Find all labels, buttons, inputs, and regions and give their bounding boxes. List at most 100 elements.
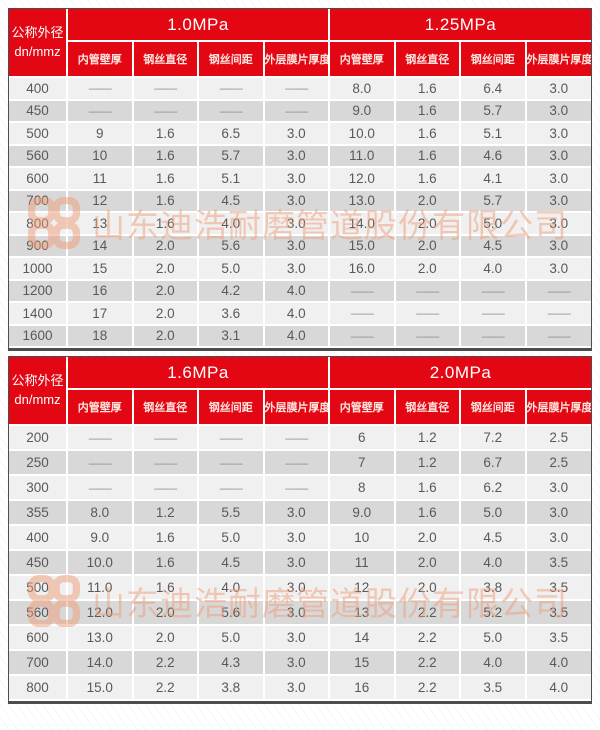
value-cell: 2.2 [394,675,461,701]
value-cell: 4.5 [460,234,527,258]
value-cell: 1.6 [394,167,461,191]
value-cell: 1.6 [132,550,199,576]
table-row: 400 —— —— —— —— 8.0 1.6 6.4 3.0 [9,77,591,101]
value-cell: 5.0 [198,625,265,651]
value-cell: 2.2 [132,650,199,676]
value-cell: —— [329,302,396,326]
column-header: 内管壁厚 [329,389,396,426]
value-cell: 1.6 [132,575,199,601]
value-cell: 2.5 [525,425,591,451]
value-cell: 8 [329,475,396,501]
value-cell: 1.6 [394,99,461,123]
value-cell: 3.0 [525,234,591,258]
value-cell: 3.0 [263,550,330,576]
header-row-subcolumns: 内管壁厚 钢丝直径 钢丝间距 外层膜片厚度 内管壁厚 钢丝直径 钢丝间距 外层膜片厚度 [9,389,591,426]
value-cell: 5.0 [460,500,527,526]
value-cell: 1.6 [394,77,461,101]
value-cell: —— [132,475,199,501]
spec-sheet: 公称外径 dn/mmz 1.0MPa 1.25MPa 内管壁厚 钢丝直径 钢丝间距 外层膜片厚… [8,8,592,704]
value-cell: 2.2 [394,625,461,651]
value-cell: 6.5 [198,122,265,146]
value-cell: 6 [329,425,396,451]
value-cell: 1.6 [394,500,461,526]
value-cell: 4.6 [460,144,527,168]
value-cell: 2.0 [132,279,199,303]
column-header: 钢丝直径 [394,41,461,78]
value-cell: 17 [67,302,134,326]
diameter-cell: 700 [9,189,68,213]
value-cell: 4.5 [460,525,527,551]
value-cell: 2.0 [394,257,461,281]
value-cell: 3.0 [525,475,591,501]
value-cell: 1.6 [394,475,461,501]
value-cell: 6.2 [460,475,527,501]
diameter-cell: 1600 [9,324,68,348]
value-cell: 2.2 [132,675,199,701]
pressure-group-header: 1.0MPa [67,9,330,42]
value-cell: —— [460,324,527,348]
diameter-cell: 800 [9,675,68,701]
value-cell: 4.0 [263,302,330,326]
value-cell: 14 [67,234,134,258]
value-cell: —— [394,324,461,348]
value-cell: 13 [67,212,134,236]
value-cell: 13.0 [67,625,134,651]
column-header: 钢丝间距 [198,389,265,426]
column-header: 外层膜片厚度 [525,41,591,78]
value-cell: 4.3 [198,650,265,676]
value-cell: 4.5 [198,189,265,213]
value-cell: —— [525,324,591,348]
table-row: 600 13.0 2.0 5.0 3.0 14 2.2 5.0 3.5 [9,625,591,651]
value-cell: 1.6 [132,189,199,213]
value-cell: 11 [329,550,396,576]
value-cell: 5.7 [460,189,527,213]
diameter-cell: 500 [9,122,68,146]
value-cell: 1.2 [394,450,461,476]
value-cell: 11.0 [67,575,134,601]
value-cell: 3.0 [263,189,330,213]
diameter-cell: 450 [9,99,68,123]
diameter-header-line1: 公称外径 [11,25,64,41]
header-row-subcolumns: 内管壁厚 钢丝直径 钢丝间距 外层膜片厚度 内管壁厚 钢丝直径 钢丝间距 外层膜片厚度 [9,41,591,78]
diameter-cell: 1200 [9,279,68,303]
column-header: 外层膜片厚度 [263,41,330,78]
value-cell: 16 [329,675,396,701]
value-cell: —— [394,302,461,326]
table-row: 500 9 1.6 6.5 3.0 10.0 1.6 5.1 3.0 [9,122,591,146]
table-row: 600 11 1.6 5.1 3.0 12.0 1.6 4.1 3.0 [9,167,591,191]
value-cell: —— [525,279,591,303]
value-cell: 1.6 [394,144,461,168]
table-row: 700 12 1.6 4.5 3.0 13.0 2.0 5.7 3.0 [9,189,591,213]
value-cell: 2.2 [394,650,461,676]
value-cell: —— [67,475,134,501]
diameter-cell: 600 [9,625,68,651]
table-row: 800 13 1.6 4.0 3.0 14.0 2.0 5.0 3.0 [9,212,591,236]
value-cell: 16.0 [329,257,396,281]
value-cell: 9.0 [329,99,396,123]
value-cell: 2.0 [394,575,461,601]
value-cell: 12.0 [329,167,396,191]
diameter-cell: 400 [9,525,68,551]
value-cell: 9.0 [329,500,396,526]
value-cell: 3.0 [525,144,591,168]
value-cell: 12 [67,189,134,213]
pressure-table-1: 公称外径 dn/mmz 1.0MPa 1.25MPa 内管壁厚 钢丝直径 钢丝间距 外层膜片厚… [8,8,592,351]
value-cell: 5.6 [198,234,265,258]
value-cell: 2.0 [394,550,461,576]
diameter-column-header: 公称外径 dn/mmz [9,357,68,426]
value-cell: 1.2 [394,425,461,451]
diameter-cell: 500 [9,575,68,601]
value-cell: 5.0 [198,525,265,551]
value-cell: 5.2 [460,600,527,626]
value-cell: —— [198,425,265,451]
value-cell: 4.0 [263,279,330,303]
value-cell: 3.0 [525,189,591,213]
value-cell: 2.0 [394,189,461,213]
value-cell: 5.1 [460,122,527,146]
value-cell: —— [67,425,134,451]
value-cell: 3.5 [460,675,527,701]
value-cell: 3.8 [460,575,527,601]
value-cell: 1.6 [394,122,461,146]
value-cell: 5.5 [198,500,265,526]
value-cell: 3.0 [263,122,330,146]
